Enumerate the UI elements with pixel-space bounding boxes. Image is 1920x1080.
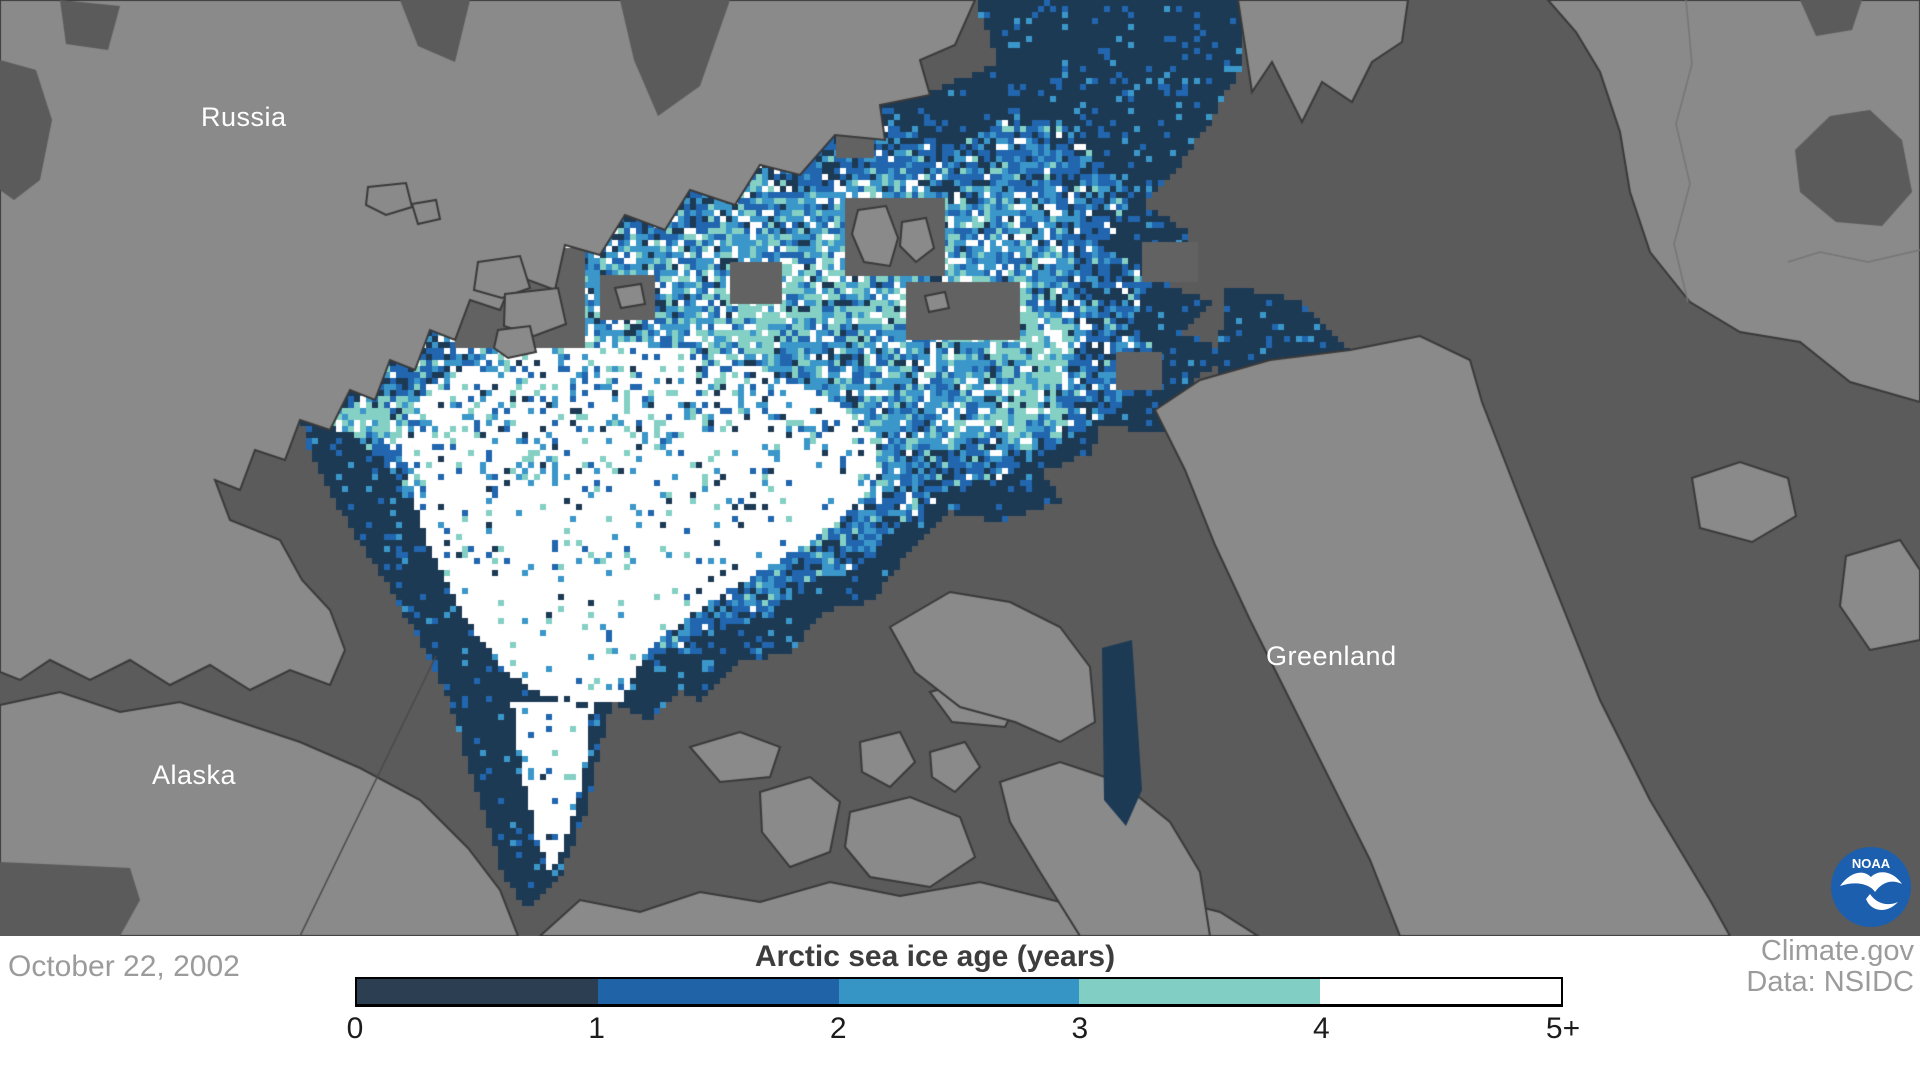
- credit-climate-gov: Climate.gov: [1760, 935, 1914, 967]
- legend-segment: [1320, 979, 1561, 1004]
- legend-tick: 3: [1071, 1012, 1089, 1045]
- credit-data-source: Data: NSIDC: [1746, 966, 1914, 998]
- noaa-logo: NOAA: [1831, 847, 1911, 927]
- noaa-gull-wings-icon: [1840, 872, 1902, 892]
- legend-title: Arctic sea ice age (years): [754, 940, 1116, 973]
- legend-tick-labels: 0 1 2 3 4 5+: [347, 1012, 1580, 1052]
- map-label-alaska: Alaska: [152, 760, 237, 790]
- date-label: October 22, 2002: [8, 950, 240, 983]
- legend-segment: [1079, 979, 1321, 1004]
- legend-tick: 4: [1313, 1012, 1330, 1045]
- noaa-gull-body-icon: [1866, 894, 1898, 910]
- credits: Climate.gov Data: NSIDC: [1746, 936, 1914, 998]
- arctic-map-canvas: [0, 0, 1920, 936]
- legend-tick: 1: [588, 1012, 605, 1045]
- footer-band: October 22, 2002 Arctic sea ice age (yea…: [0, 936, 1920, 1080]
- legend-tick: 0: [346, 1012, 364, 1045]
- map-label-russia: Russia: [201, 102, 287, 132]
- legend-colorbar: [355, 977, 1563, 1007]
- legend-segment: [597, 979, 839, 1004]
- legend-tick: 5+: [1545, 1012, 1581, 1045]
- arctic-map: Russia Alaska Greenland: [0, 0, 1920, 936]
- legend-tick: 2: [829, 1012, 847, 1045]
- noaa-logo-text: NOAA: [1852, 856, 1891, 871]
- map-label-greenland: Greenland: [1266, 641, 1397, 671]
- legend-segment: [838, 979, 1080, 1004]
- legend-segment: [357, 979, 598, 1004]
